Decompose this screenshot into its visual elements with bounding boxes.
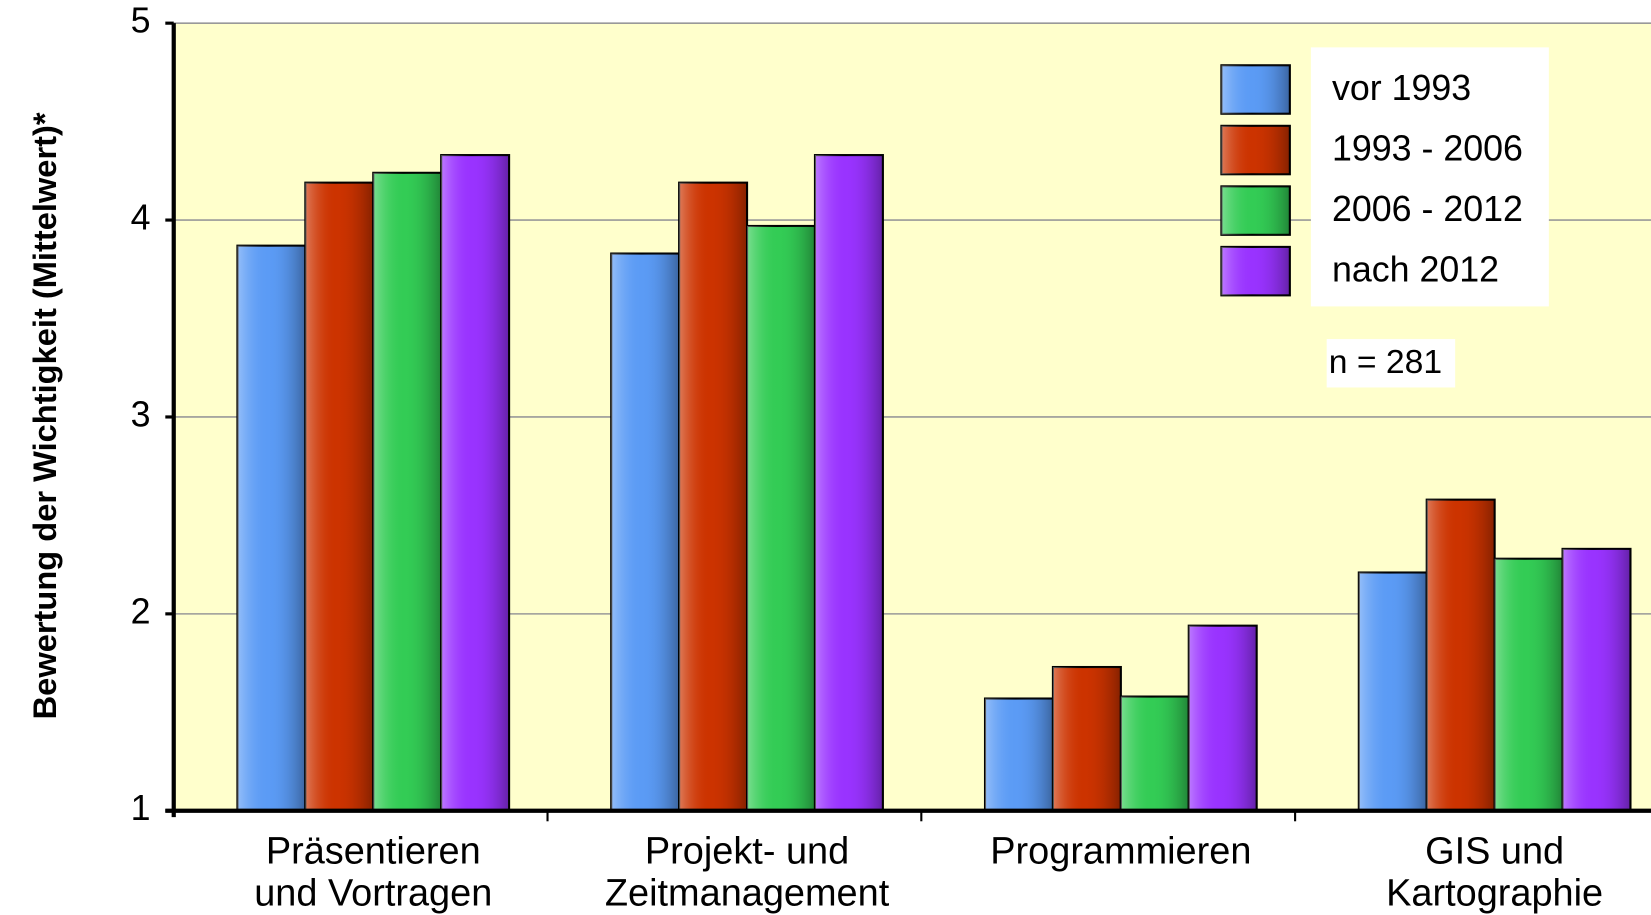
bar bbox=[1425, 498, 1496, 812]
y-tick-label: 2 bbox=[131, 591, 151, 631]
bar bbox=[678, 181, 749, 812]
y-tick-label: 1 bbox=[131, 788, 151, 828]
bar bbox=[1561, 547, 1632, 812]
bar bbox=[372, 171, 443, 812]
y-axis-label: Bewertung der Wichtigkeit (Mittelwert)* bbox=[26, 112, 63, 719]
bar bbox=[746, 224, 817, 812]
y-tick-label: 5 bbox=[131, 1, 151, 41]
annotation-background bbox=[1326, 339, 1456, 388]
bar bbox=[1357, 571, 1428, 812]
legend-label: vor 1993 bbox=[1332, 68, 1471, 108]
bar bbox=[983, 697, 1054, 812]
bar bbox=[440, 154, 511, 812]
bar bbox=[304, 181, 375, 812]
annotation: n = 281 bbox=[1329, 344, 1442, 381]
bar bbox=[610, 252, 681, 812]
bar bbox=[1051, 665, 1122, 812]
y-tick-label: 4 bbox=[131, 198, 151, 238]
legend-swatch-shade bbox=[1221, 186, 1290, 235]
legend-background bbox=[1310, 47, 1549, 307]
y-tick-label: 3 bbox=[131, 394, 151, 434]
x-tick-label: Projekt- und Zeitmanagement bbox=[605, 830, 890, 914]
legend-swatch-shade bbox=[1221, 246, 1290, 296]
x-tick-label: GIS und Kartographie bbox=[1386, 830, 1603, 914]
bar bbox=[236, 244, 307, 812]
x-tick-label: Präsentieren und Vortragen bbox=[254, 830, 492, 914]
legend-label: 1993 - 2006 bbox=[1332, 129, 1523, 169]
bar bbox=[1119, 695, 1190, 812]
legend-label: nach 2012 bbox=[1332, 250, 1499, 290]
legend-label: 2006 - 2012 bbox=[1332, 189, 1523, 229]
legend-swatch-shade bbox=[1221, 65, 1290, 114]
bar bbox=[1493, 557, 1564, 812]
bar bbox=[1187, 624, 1258, 812]
bar bbox=[813, 154, 884, 812]
legend-swatch-shade bbox=[1221, 125, 1290, 175]
x-tick-label: Programmieren bbox=[990, 830, 1251, 872]
